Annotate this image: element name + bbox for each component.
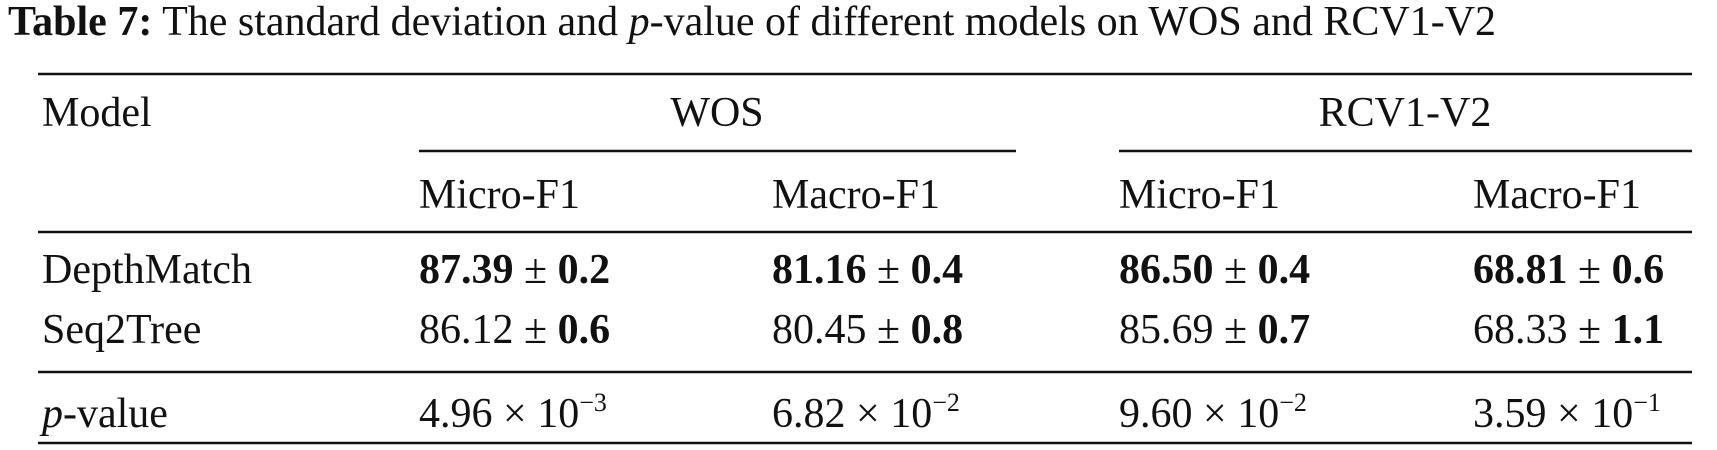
cell-sign: ±: [1578, 307, 1601, 353]
cell-sd: 0.2: [558, 247, 611, 293]
caption-text: The standard deviation and: [162, 0, 618, 45]
cell-mean: 81.16: [772, 247, 867, 293]
table-cell: 86.50 ± 0.4: [1119, 247, 1310, 293]
pvalue-cell: 6.82 × 10−2: [772, 388, 960, 437]
cell-sign: ±: [524, 247, 547, 293]
exponent: −3: [579, 388, 607, 417]
column-header: Micro-F1: [1119, 172, 1280, 218]
row-label: p-value: [39, 391, 168, 437]
cell-sd: 0.6: [1612, 247, 1665, 293]
times: ×: [1557, 391, 1581, 437]
column-header: Macro-F1: [772, 172, 940, 218]
column-header: Macro-F1: [1473, 172, 1641, 218]
cell-sd: 0.6: [558, 307, 611, 353]
mantissa: 6.82: [772, 391, 846, 437]
label-rest: -value: [63, 391, 168, 437]
cell-mean: 86.12: [419, 307, 514, 353]
cell-sign: ±: [1224, 307, 1247, 353]
caption-label: Table 7:: [8, 0, 152, 45]
table-cell: 80.45 ± 0.8: [772, 307, 963, 353]
cell-sd: 0.8: [911, 307, 964, 353]
row-label: DepthMatch: [42, 247, 252, 293]
exponent: −2: [1279, 388, 1307, 417]
cell-sign: ±: [524, 307, 547, 353]
cell-mean: 86.50: [1119, 247, 1214, 293]
cell-sd: 0.4: [1258, 247, 1311, 293]
header-cell: Model: [42, 90, 152, 136]
base: 10: [890, 391, 932, 437]
cell-mean: 68.81: [1473, 247, 1568, 293]
base: 10: [1237, 391, 1279, 437]
pvalue-cell: 4.96 × 10−3: [419, 388, 607, 437]
times: ×: [856, 391, 880, 437]
exponent: −2: [932, 388, 960, 417]
pvalue-cell: 9.60 × 10−2: [1119, 388, 1307, 437]
column-header: Micro-F1: [419, 172, 580, 218]
cell-mean: 80.45: [772, 307, 867, 353]
caption-italic: p: [626, 0, 650, 45]
base: 10: [537, 391, 579, 437]
table-cell: 86.12 ± 0.6: [419, 307, 610, 353]
pvalue-cell: 3.59 × 10−1: [1473, 388, 1661, 437]
table-cell: 68.33 ± 1.1: [1473, 307, 1664, 353]
cell-sd: 0.7: [1258, 307, 1311, 353]
cell-mean: 85.69: [1119, 307, 1214, 353]
table-cell: 68.81 ± 0.6: [1473, 247, 1664, 293]
label-italic: p: [39, 391, 63, 437]
cell-mean: 87.39: [419, 247, 514, 293]
mantissa: 4.96: [419, 391, 493, 437]
mantissa: 9.60: [1119, 391, 1193, 437]
table-cell: 87.39 ± 0.2: [419, 247, 610, 293]
table-cell: 85.69 ± 0.7: [1119, 307, 1310, 353]
table-cell: 81.16 ± 0.4: [772, 247, 963, 293]
caption: Table 7: The standard deviation and p-va…: [8, 0, 1496, 45]
times: ×: [1203, 391, 1227, 437]
cell-sign: ±: [1224, 247, 1247, 293]
caption-text: -value of different models on WOS and RC…: [650, 0, 1496, 45]
times: ×: [503, 391, 527, 437]
group-header: WOS: [670, 90, 763, 136]
cell-mean: 68.33: [1473, 307, 1568, 353]
cell-sd: 0.4: [911, 247, 964, 293]
mantissa: 3.59: [1473, 391, 1547, 437]
base: 10: [1591, 391, 1633, 437]
cell-sign: ±: [877, 247, 900, 293]
cell-sign: ±: [1578, 247, 1601, 293]
cell-sd: 1.1: [1612, 307, 1665, 353]
group-header: RCV1-V2: [1319, 90, 1492, 136]
cell-sign: ±: [877, 307, 900, 353]
row-label: Seq2Tree: [42, 307, 201, 353]
exponent: −1: [1633, 388, 1661, 417]
